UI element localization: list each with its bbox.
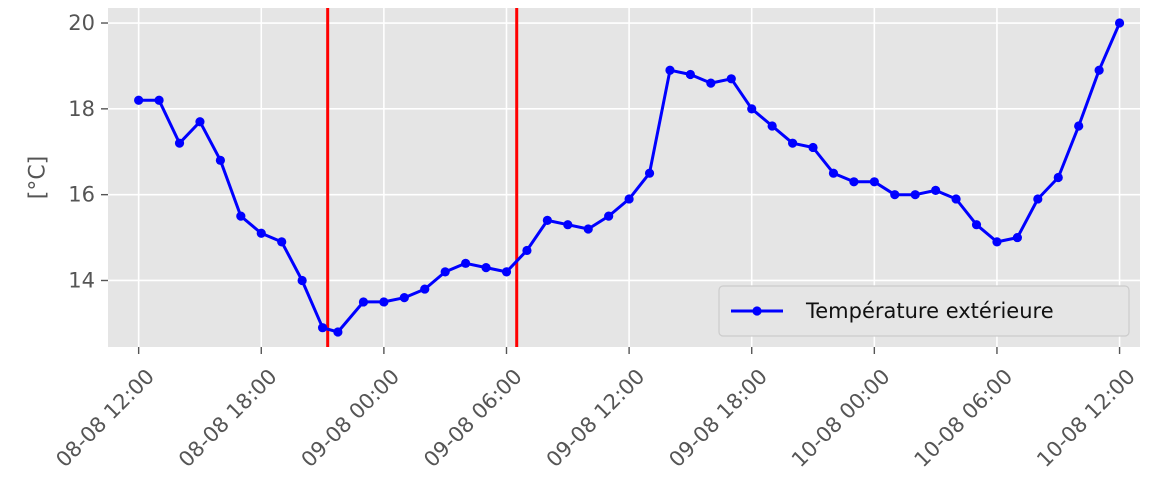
data-point: [624, 194, 634, 204]
y-tick-label: 16: [68, 183, 95, 207]
x-tick-label: 08-08 18:00: [174, 364, 282, 472]
x-tick-label: 09-08 00:00: [297, 364, 405, 472]
data-point: [971, 220, 982, 230]
data-point: [767, 121, 777, 131]
data-point: [726, 74, 736, 84]
data-point: [317, 323, 328, 333]
data-point: [379, 297, 389, 307]
data-point: [399, 293, 409, 303]
data-point: [420, 284, 430, 294]
data-point: [787, 138, 798, 148]
y-tick-label: 14: [68, 268, 95, 292]
data-point: [501, 267, 512, 277]
data-point: [1074, 121, 1084, 131]
data-point: [542, 215, 552, 226]
data-point: [992, 237, 1002, 247]
x-tick-label: 10-08 00:00: [787, 364, 895, 472]
data-point: [215, 155, 225, 165]
data-point: [828, 168, 839, 178]
data-point: [563, 220, 573, 230]
x-tick-label: 09-08 06:00: [419, 364, 527, 472]
data-point: [665, 65, 675, 75]
legend-box: [718, 285, 1130, 337]
x-tick-label: 10-08 12:00: [1032, 364, 1140, 472]
data-point: [333, 327, 343, 337]
y-tick-label: 20: [68, 11, 95, 35]
data-point: [604, 211, 614, 221]
data-point: [706, 78, 716, 88]
data-point: [236, 211, 246, 221]
y-axis-ticks: 14 16 18 20: [68, 11, 108, 292]
data-point: [461, 258, 471, 268]
x-axis-ticks: 08-08 12:00 08-08 18:00 09-08 00:00 09-08 0…: [51, 347, 1140, 472]
data-point: [1012, 232, 1022, 243]
data-point: [134, 95, 144, 105]
series-layer: [134, 18, 1125, 337]
data-point: [1114, 18, 1125, 28]
data-point: [890, 190, 900, 200]
x-tick-label: 09-08 12:00: [542, 364, 650, 472]
data-point: [256, 228, 266, 238]
x-tick-label: 08-08 12:00: [51, 364, 159, 472]
data-point: [583, 224, 593, 234]
data-point: [951, 194, 961, 204]
data-point: [1053, 172, 1063, 183]
x-tick-label: 10-08 06:00: [910, 364, 1018, 472]
data-point: [1033, 194, 1043, 204]
y-axis-label: [°C]: [26, 156, 51, 200]
data-point: [277, 237, 287, 247]
data-point: [358, 297, 369, 307]
y-tick-label: 18: [68, 97, 95, 121]
grid-lines: [108, 8, 1140, 347]
data-point: [849, 177, 859, 187]
data-point: [685, 69, 696, 80]
data-point: [869, 177, 879, 187]
data-point: [747, 104, 757, 114]
data-point: [297, 275, 307, 286]
data-point: [522, 245, 532, 256]
data-point: [481, 263, 491, 273]
marker-lines: [326, 8, 519, 347]
data-point: [644, 168, 655, 178]
legend: Température extérieure: [718, 285, 1130, 337]
data-point: [931, 185, 941, 195]
data-point: [440, 267, 450, 277]
data-point: [808, 142, 818, 153]
data-point: [154, 95, 164, 105]
data-point: [174, 138, 185, 148]
data-point: [910, 190, 920, 200]
legend-label: Température extérieure: [805, 299, 1054, 323]
data-point: [1094, 65, 1104, 75]
legend-marker-swatch: [752, 306, 762, 316]
x-tick-label: 09-08 18:00: [664, 364, 772, 472]
data-point: [195, 117, 205, 127]
